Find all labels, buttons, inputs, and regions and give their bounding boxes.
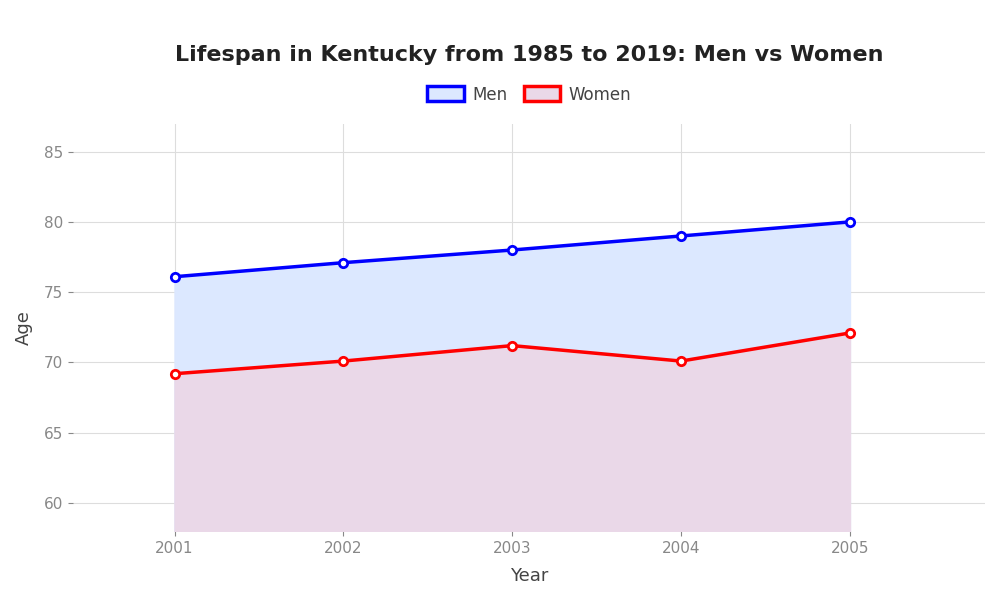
Legend: Men, Women: Men, Women xyxy=(420,79,638,110)
X-axis label: Year: Year xyxy=(510,567,548,585)
Title: Lifespan in Kentucky from 1985 to 2019: Men vs Women: Lifespan in Kentucky from 1985 to 2019: … xyxy=(175,45,883,65)
Y-axis label: Age: Age xyxy=(15,310,33,345)
